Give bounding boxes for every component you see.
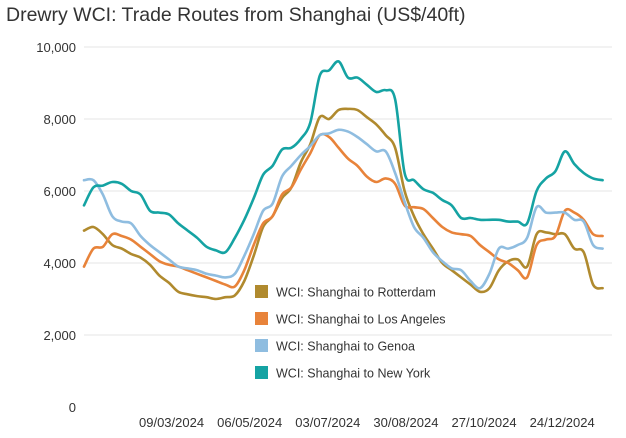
y-tick-label: 0 (69, 400, 76, 415)
series-line-2 (82, 132, 604, 289)
series-line-4 (82, 60, 604, 255)
x-axis: 09/03/2024 06/05/2024 03/07/2024 30/08/2024… (139, 415, 595, 430)
y-tick-label: 2,000 (43, 328, 76, 343)
x-tick-label: 24/12/2024 (530, 415, 595, 430)
y-tick-label: 8,000 (43, 112, 76, 127)
series-lines (82, 60, 604, 301)
y-axis: 0 2,000 4,000 6,000 8,000 10,000 (36, 40, 76, 415)
legend-swatch (255, 312, 268, 325)
x-tick-label: 03/07/2024 (295, 415, 360, 430)
x-tick-label: 27/10/2024 (452, 415, 517, 430)
legend-label: WCI: Shanghai to Los Angeles (276, 313, 446, 327)
series-line-3 (82, 128, 604, 290)
chart-title: Drewry WCI: Trade Routes from Shanghai (… (6, 4, 466, 26)
gridlines (84, 46, 612, 336)
legend-swatch (255, 339, 268, 352)
y-tick-label: 6,000 (43, 184, 76, 199)
x-tick-label: 09/03/2024 (139, 415, 204, 430)
x-tick-label: 30/08/2024 (373, 415, 438, 430)
legend-swatch (255, 285, 268, 298)
legend-label: WCI: Shanghai to Genoa (276, 340, 415, 354)
legend-label: WCI: Shanghai to Rotterdam (276, 286, 436, 300)
legend-label: WCI: Shanghai to New York (276, 367, 431, 381)
legend: WCI: Shanghai to Rotterdam WCI: Shanghai … (255, 285, 446, 381)
legend-swatch (255, 366, 268, 379)
series-line-1 (82, 107, 604, 301)
x-tick-label: 06/05/2024 (217, 415, 282, 430)
y-tick-label: 4,000 (43, 256, 76, 271)
y-tick-label: 10,000 (36, 40, 76, 55)
